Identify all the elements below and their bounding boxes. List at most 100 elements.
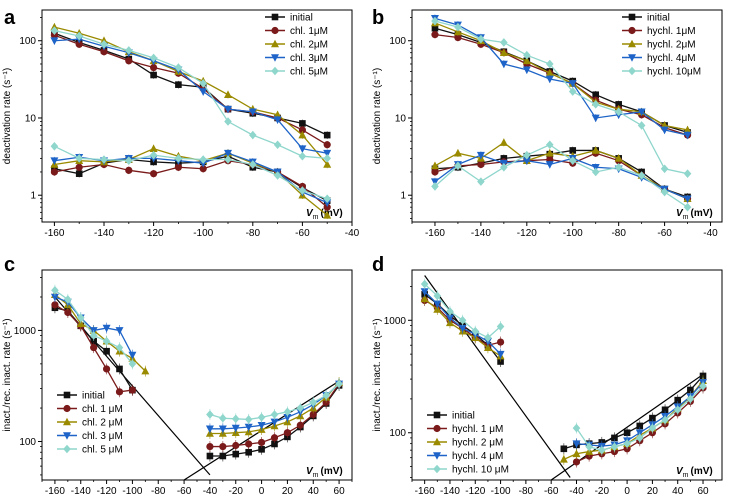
data-point: [273, 116, 282, 124]
x-axis-label-var: V: [676, 466, 684, 477]
data-point: [323, 154, 331, 163]
data-point: [206, 452, 214, 460]
data-point: [458, 315, 467, 325]
data-point: [149, 150, 158, 160]
legend-marker: [628, 26, 636, 35]
data-point: [244, 415, 253, 424]
data-point: [102, 336, 111, 346]
x-tick-label: -100: [491, 486, 511, 497]
x-tick-label: 40: [308, 486, 320, 497]
data-point: [610, 442, 619, 452]
legend-marker: [433, 437, 441, 446]
data-point: [323, 199, 332, 207]
plot-area: [50, 22, 332, 220]
data-point: [591, 114, 600, 123]
x-axis-label-unit: (mV): [691, 466, 713, 477]
data-point: [141, 366, 150, 375]
legend: initial hychl. 1 μM hychl. 2 μM hychl. 4 μM…: [427, 411, 509, 476]
data-point: [687, 386, 694, 394]
data-point: [683, 202, 692, 212]
data-point: [90, 337, 97, 345]
data-point: [499, 138, 508, 146]
data-point: [206, 442, 214, 451]
x-tick-label: -20: [595, 486, 610, 497]
legend-marker: [63, 432, 71, 440]
data-point: [433, 291, 442, 301]
data-point: [115, 388, 124, 396]
data-point: [477, 177, 485, 186]
legend-marker: [271, 13, 279, 21]
data-point: [522, 56, 531, 65]
x-axis-label: Vm (mV): [306, 466, 343, 479]
data-point: [323, 194, 331, 204]
series-line: [54, 160, 328, 208]
data-point: [231, 414, 240, 424]
data-point: [232, 441, 240, 450]
data-point: [296, 403, 305, 413]
x-tick-label: -80: [246, 228, 261, 239]
data-point: [649, 414, 656, 422]
data-point: [125, 156, 133, 165]
data-point: [75, 154, 83, 163]
y-tick-label: 100: [19, 36, 36, 47]
data-point: [572, 458, 581, 466]
series-line: [434, 149, 688, 198]
data-point: [572, 449, 581, 458]
plot-area: [50, 284, 344, 480]
data-point: [454, 22, 462, 32]
data-point: [149, 144, 158, 153]
legend-label: chl. 2μM: [290, 40, 328, 51]
data-point: [64, 308, 72, 317]
legend-marker: [433, 411, 441, 419]
data-point: [125, 166, 133, 174]
y-tick-label: 1: [30, 191, 36, 202]
data-point: [454, 161, 462, 171]
x-tick-label: -140: [71, 486, 91, 497]
data-point: [76, 313, 85, 323]
data-point: [298, 126, 306, 134]
series-5: [420, 278, 707, 456]
data-point: [219, 442, 227, 451]
data-point: [335, 379, 343, 389]
y-tick-label: 10: [25, 113, 37, 124]
data-point: [245, 448, 252, 456]
legend-marker: [628, 54, 636, 62]
x-tick-label: 20: [647, 486, 659, 497]
data-point: [218, 425, 227, 434]
data-point: [150, 170, 158, 178]
data-point: [199, 155, 207, 164]
legend: initial hychl. 1μM hychl. 2μM hychl. 4μM hyc…: [622, 13, 701, 78]
data-point: [585, 442, 593, 452]
data-point: [323, 210, 332, 219]
data-point: [637, 108, 646, 117]
data-point: [674, 396, 682, 404]
data-point: [102, 324, 111, 333]
data-point: [431, 182, 439, 191]
legend-marker: [271, 39, 279, 48]
data-point: [458, 324, 467, 333]
data-point: [51, 285, 59, 295]
series-line: [54, 34, 328, 146]
legend-marker: [433, 464, 441, 474]
x-tick-label: -160: [425, 228, 445, 239]
series-line: [54, 26, 328, 165]
legend-marker: [628, 13, 636, 21]
panel-d: d -160 -140 -120 -100 -80 -60 -40 -20 0 20 40 60 100 1…: [372, 254, 723, 497]
data-point: [483, 343, 492, 352]
data-point: [430, 178, 439, 186]
data-point: [623, 439, 631, 448]
data-point: [572, 440, 581, 448]
x-axis-label: Vm (mV): [676, 466, 713, 479]
axes-frame: [411, 9, 723, 223]
data-point: [545, 68, 554, 77]
x-tick-label: -120: [144, 228, 164, 239]
series-line: [563, 380, 704, 460]
data-point: [128, 359, 137, 369]
legend-marker: [433, 424, 441, 433]
data-point: [224, 90, 232, 99]
y-tick-label: 100: [19, 437, 36, 448]
legend-label: chl. 3μM: [290, 53, 328, 64]
legend-label: hychl. 2μM: [647, 40, 696, 51]
x-axis-label-var: V: [306, 466, 314, 477]
